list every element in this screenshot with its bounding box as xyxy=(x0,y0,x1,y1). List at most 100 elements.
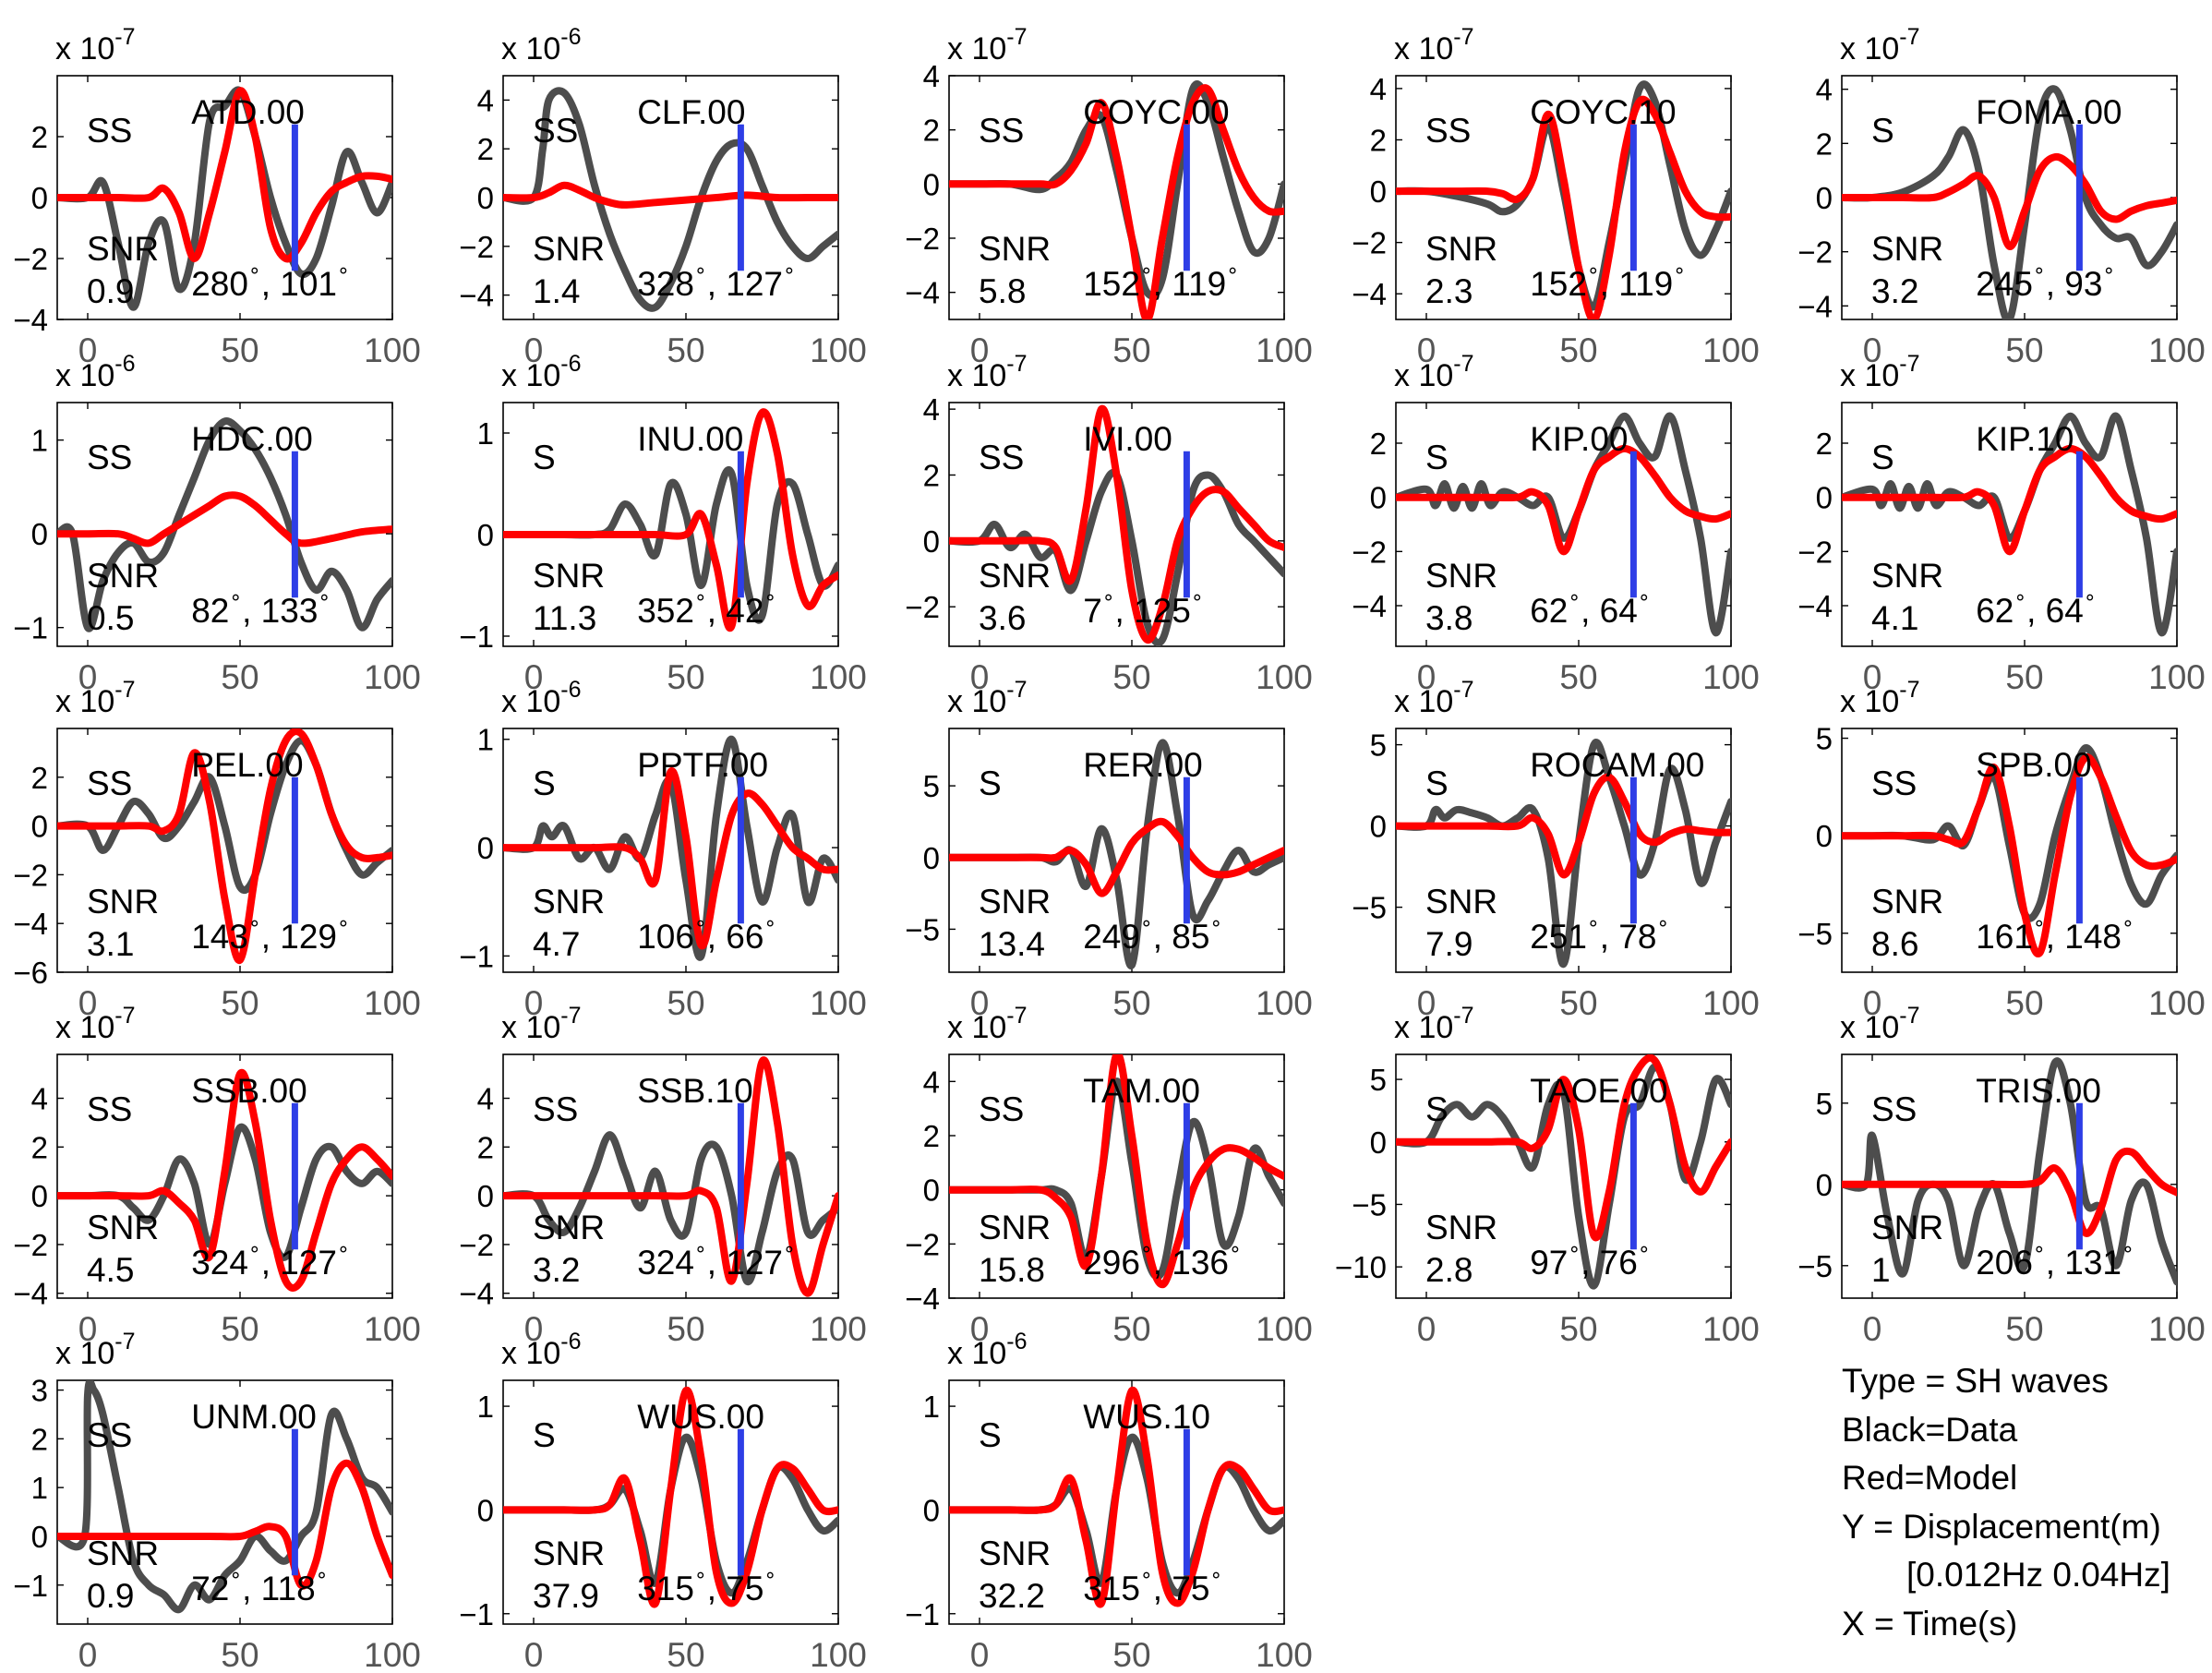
angles-label: 206∘, 131∘ xyxy=(1976,1237,2134,1282)
series-group xyxy=(57,1068,392,1292)
snr-title: SNR xyxy=(1425,1209,1497,1246)
snr-value: 11.3 xyxy=(533,599,596,637)
y-tick-label: 0 xyxy=(1370,810,1387,844)
snr-value: 3.2 xyxy=(533,1251,580,1289)
y-tick-label: −10 xyxy=(1335,1250,1387,1284)
plot-frame xyxy=(1395,402,1732,647)
snr-title: SNR xyxy=(87,230,159,268)
y-tick-label: −4 xyxy=(13,303,48,337)
phase-label: SS xyxy=(87,112,132,150)
exponent-power: -7 xyxy=(1899,24,1919,50)
model-trace xyxy=(1842,753,2177,958)
model-trace xyxy=(1842,444,2177,556)
degree-sign: ∘ xyxy=(1587,911,1600,934)
phase-label: SS xyxy=(1425,112,1471,150)
model-trace xyxy=(1396,773,1731,879)
series-group xyxy=(949,739,1284,969)
model-trace xyxy=(503,767,838,950)
model-trace xyxy=(57,87,392,263)
y-tick-label: 4 xyxy=(923,392,940,427)
angles-label: 7∘, 125∘ xyxy=(1083,585,1203,630)
snr-title: SNR xyxy=(1871,883,1943,921)
angle-sep: , 64 xyxy=(2026,592,2084,630)
phase-label: SS xyxy=(87,764,132,802)
model-trace xyxy=(57,491,392,548)
degree-sign: ∘ xyxy=(2084,585,2097,608)
degree-sign: ∘ xyxy=(694,1563,707,1586)
x-tick-label: 0 xyxy=(78,658,98,696)
y-tick-label: −5 xyxy=(1352,1187,1387,1222)
x-tick-label: 100 xyxy=(1702,331,1760,369)
y-tick-label: −1 xyxy=(13,611,48,645)
x-tick-label: 50 xyxy=(667,1636,704,1673)
model-trace xyxy=(503,1056,838,1297)
y-tick-label: 0 xyxy=(1816,819,1833,853)
legend-model: Red=Model xyxy=(1842,1459,2018,1497)
phase-label: S xyxy=(1871,439,1894,476)
y-tick-label: −2 xyxy=(459,1228,494,1262)
model-trace xyxy=(1396,1054,1731,1242)
degree-sign: ∘ xyxy=(1568,1237,1581,1260)
snr-value: 3.8 xyxy=(1425,599,1473,637)
degree-sign: ∘ xyxy=(337,911,350,934)
plot-frame xyxy=(1841,402,2178,647)
angle-sep: , 127 xyxy=(707,265,783,303)
x-tick-label: 0 xyxy=(1417,658,1437,696)
degree-sign: ∘ xyxy=(1568,585,1581,608)
angles-label: 249∘, 85∘ xyxy=(1083,911,1222,956)
series-group xyxy=(1842,744,2177,958)
data-trace xyxy=(1396,739,1731,969)
exponent-label: x 10-7 xyxy=(1840,1003,1920,1045)
plot-frame xyxy=(56,1379,393,1625)
panel-atd-00: 0 50 100 −4 −2 0 2 x 10-7 ATD.00 SS SNR 0.9 280∘, 10… xyxy=(13,24,420,369)
x-tick-label: 50 xyxy=(221,984,258,1022)
legend-y-axis: Y = Displacement(m) xyxy=(1842,1507,2161,1546)
series-group xyxy=(503,1056,838,1297)
y-tick-label: 4 xyxy=(31,1082,48,1116)
snr-title: SNR xyxy=(979,557,1051,595)
x-tick-label: 50 xyxy=(221,1636,258,1673)
series-group xyxy=(949,1387,1284,1608)
exponent-power: -6 xyxy=(560,24,581,50)
model-trace xyxy=(503,181,838,209)
panel-coyc-00: 0 50 100 −4 −2 0 2 4x 10-7 COYC.00 SS SNR 5.8 152∘, … xyxy=(905,24,1312,369)
x-tick-label: 50 xyxy=(667,331,704,369)
exponent-power: -7 xyxy=(1006,24,1027,50)
x-tick-label: 50 xyxy=(667,1310,704,1348)
x-tick-label: 100 xyxy=(810,1636,867,1673)
phase-label: S xyxy=(1425,439,1449,476)
model-trace xyxy=(949,84,1284,319)
degree-sign: ∘ xyxy=(783,259,796,282)
angle-sep: , 133 xyxy=(242,592,318,630)
snr-value: 4.7 xyxy=(533,925,580,963)
station-label: HDC.00 xyxy=(191,420,313,458)
x-tick-label: 0 xyxy=(1863,331,1882,369)
x-tick-label: 0 xyxy=(1863,984,1882,1022)
exponent-power: -7 xyxy=(1006,1003,1027,1029)
x-tick-label: 100 xyxy=(2148,984,2206,1022)
snr-title: SNR xyxy=(1425,883,1497,921)
y-tick-label: −4 xyxy=(459,1277,494,1311)
y-tick-label: 0 xyxy=(31,1179,48,1213)
phase-label: SS xyxy=(979,439,1024,476)
x-tick-label: 100 xyxy=(364,331,421,369)
angle-sep: , 148 xyxy=(2046,918,2122,956)
phase-label: SS xyxy=(533,1090,578,1128)
phase-label: SS xyxy=(87,1416,132,1454)
snr-title: SNR xyxy=(533,1535,605,1572)
y-tick-label: 2 xyxy=(31,120,48,154)
station-label: RER.00 xyxy=(1083,746,1203,784)
y-tick-label: 1 xyxy=(477,723,494,757)
y-tick-label: 5 xyxy=(1816,1087,1833,1121)
series-group xyxy=(503,1387,838,1608)
y-tick-label: 2 xyxy=(1816,126,1833,161)
y-tick-label: −2 xyxy=(1352,226,1387,260)
snr-title: SNR xyxy=(533,557,605,595)
